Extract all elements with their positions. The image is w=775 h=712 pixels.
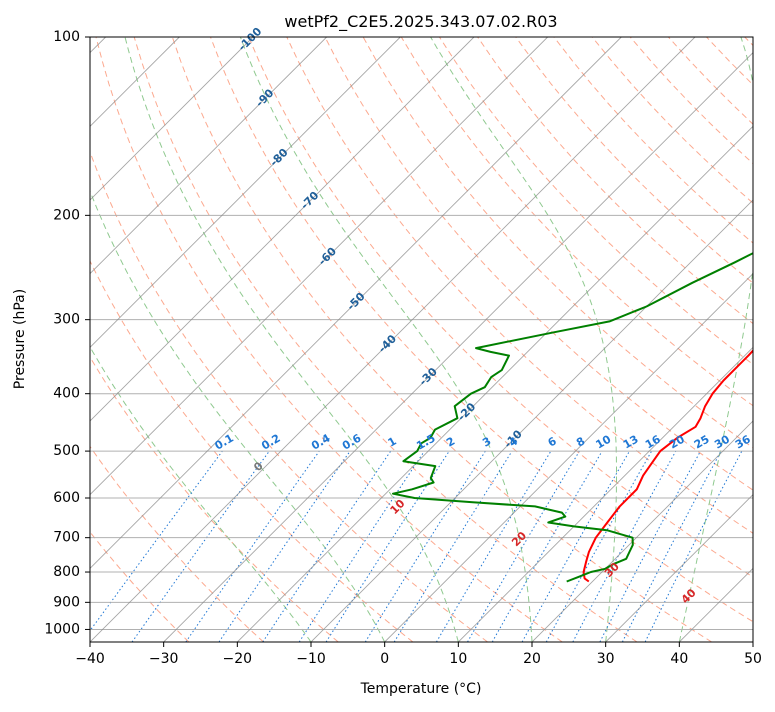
y-tick-label: 400	[53, 386, 80, 402]
x-axis-label: Temperature (°C)	[360, 681, 482, 697]
y-tick-label: 500	[53, 443, 80, 459]
plot-area	[90, 37, 753, 642]
y-tick-label: 100	[53, 29, 80, 45]
x-tick-label: −40	[75, 651, 105, 667]
x-tick-label: −20	[223, 651, 253, 667]
y-tick-label: 600	[53, 490, 80, 506]
x-tick-label: 30	[597, 651, 615, 667]
y-tick-label: 200	[53, 207, 80, 223]
chart-title: wetPf2_C2E5.2025.343.07.02.R03	[284, 12, 557, 32]
x-tick-label: 40	[670, 651, 688, 667]
y-axis-label: Pressure (hPa)	[12, 289, 28, 389]
y-tick-label: 900	[53, 594, 80, 610]
x-tick-label: 0	[380, 651, 389, 667]
x-tick-label: 10	[449, 651, 467, 667]
x-tick-label: 20	[523, 651, 541, 667]
x-tick-label: 50	[744, 651, 762, 667]
y-tick-label: 700	[53, 530, 80, 546]
y-tick-label: 800	[53, 564, 80, 580]
isotherm-line	[753, 37, 775, 642]
x-tick-label: −30	[149, 651, 179, 667]
y-tick-label: 1000	[44, 621, 80, 637]
x-tick-label: −10	[296, 651, 326, 667]
y-tick-label: 300	[53, 312, 80, 328]
